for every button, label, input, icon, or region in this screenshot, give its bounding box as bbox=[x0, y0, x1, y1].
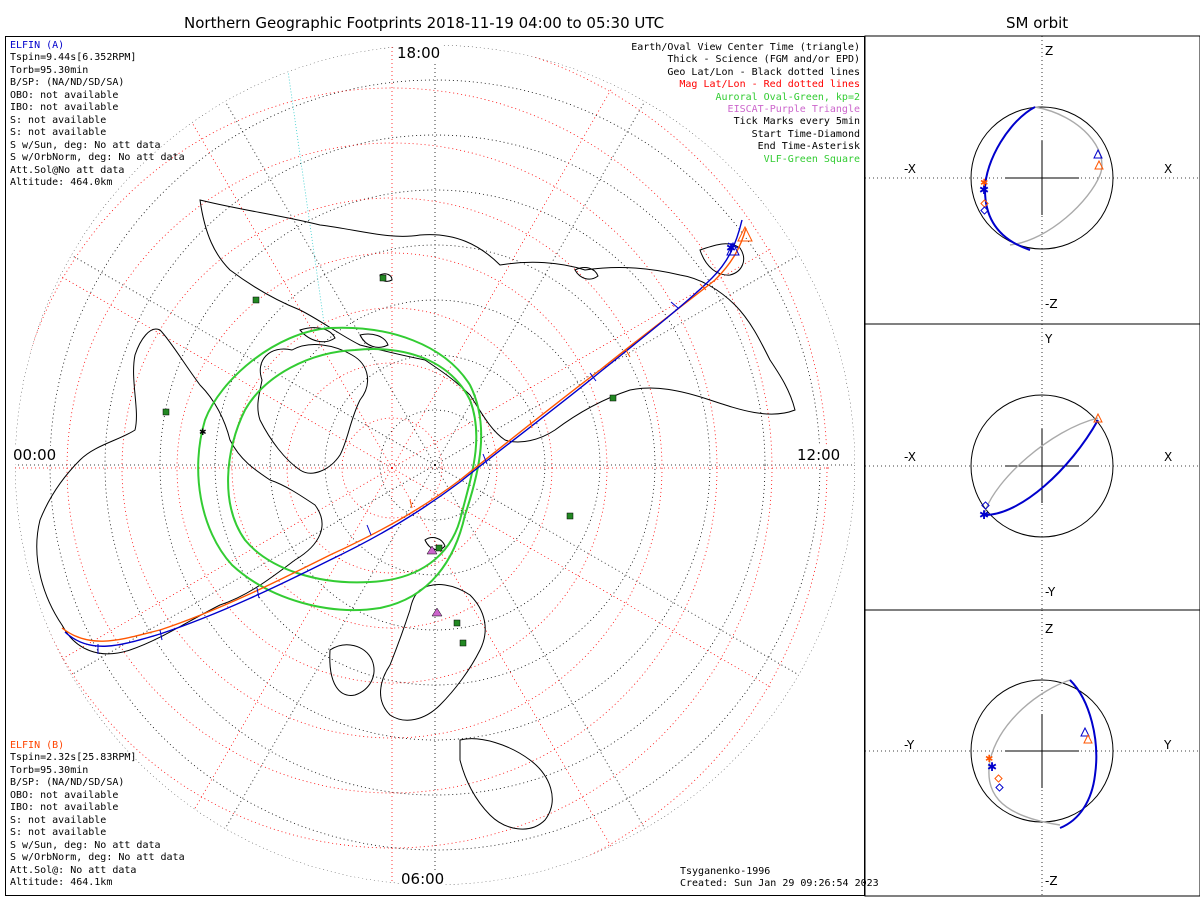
mag-meridians bbox=[15, 45, 830, 885]
elfin-b-info-line: S w/Sun, deg: No att data bbox=[10, 839, 161, 851]
p2-right-label: X bbox=[1164, 450, 1173, 464]
track-ticks-b bbox=[409, 283, 707, 509]
p3-right-label: Y bbox=[1164, 738, 1172, 752]
clock-label-left: 00:00 bbox=[12, 446, 58, 464]
elfin-a-info-line: S w/Sun, deg: No att data bbox=[10, 139, 161, 151]
legend-item: Mag Lat/Lon - Red dotted lines bbox=[679, 79, 860, 91]
p1-right-label: X bbox=[1164, 162, 1173, 176]
elfin-b-info-line: IBO: not available bbox=[10, 802, 119, 813]
created-timestamp: Created: Sun Jan 29 09:26:54 2023 bbox=[680, 878, 879, 889]
elfin-b-label: ELFIN (B) bbox=[10, 740, 65, 751]
legend-item: VLF-Green Square bbox=[763, 153, 860, 165]
elfin-b-info: Tspin=2.32s[25.83RPM] Torb=95.30min B/SP: … bbox=[10, 752, 185, 890]
elfin-a-info-line: Tspin=9.44s[6.352RPM] bbox=[10, 52, 137, 63]
elfin-a-info-line: Torb=95.30min bbox=[10, 64, 89, 76]
vlf-square bbox=[459, 639, 467, 647]
vlf-stations bbox=[162, 274, 617, 647]
vlf-square bbox=[566, 512, 574, 520]
legend-item: Thick - Science (FGM and/or EPD) bbox=[667, 54, 860, 66]
legend: Earth/Oval View Center Time (triangle) Th… bbox=[631, 42, 860, 166]
vlf-square bbox=[435, 544, 443, 552]
vlf-square bbox=[162, 408, 170, 416]
start-time-asterisk: ✱ bbox=[199, 428, 207, 438]
sm-orbit-title: SM orbit bbox=[1006, 14, 1069, 32]
sun-direction-line bbox=[284, 49, 326, 331]
legend-item: Tick Marks every 5min bbox=[733, 116, 860, 128]
elfin-a-info-line: OBO: not available bbox=[10, 89, 119, 101]
p2-bottom-label: -Y bbox=[1045, 585, 1056, 599]
p2-left-label: -X bbox=[904, 450, 916, 464]
track-ticks bbox=[97, 242, 739, 654]
elfin-b-info-line: S: not available bbox=[10, 827, 107, 838]
coastlines bbox=[36, 199, 796, 830]
auroral-ovals bbox=[197, 326, 483, 612]
legend-item: EISCAT-Purple Triangle bbox=[727, 104, 860, 116]
elfin-a-end-asterisk: ✱ bbox=[726, 241, 736, 255]
legend-item: Geo Lat/Lon - Black dotted lines bbox=[667, 66, 860, 78]
model-label: Tsyganenko-1996 bbox=[680, 866, 771, 877]
elfin-a-info-line: S: not available bbox=[10, 114, 107, 126]
elfin-a-info-line: B/SP: (NA/ND/SD/SA) bbox=[10, 77, 125, 88]
elfin-a-footprint-track bbox=[64, 219, 743, 647]
elfin-b-info-line: Att.Sol@: No att data bbox=[10, 864, 137, 876]
elfin-b-info-line: S w/OrbNorm, deg: No att data bbox=[10, 852, 185, 863]
clock-label-top: 18:00 bbox=[396, 44, 442, 62]
clock-label-right: 12:00 bbox=[796, 446, 842, 464]
elfin-b-info-line: Altitude: 464.1km bbox=[10, 877, 113, 888]
map-title: Northern Geographic Footprints 2018-11-1… bbox=[184, 14, 665, 32]
svg-text:✱: ✱ bbox=[980, 178, 988, 189]
p1-top-label: Z bbox=[1045, 44, 1054, 58]
eiscat-triangle bbox=[431, 607, 443, 617]
legend-item: Earth/Oval View Center Time (triangle) bbox=[631, 42, 860, 53]
elfin-a-label: ELFIN (A) bbox=[10, 40, 65, 51]
svg-text:✱: ✱ bbox=[979, 508, 989, 522]
elfin-a-info-line: Att.Sol@No att data bbox=[10, 164, 125, 176]
elfin-a-info-line: IBO: not available bbox=[10, 102, 119, 113]
elfin-b-info-line: B/SP: (NA/ND/SD/SA) bbox=[10, 777, 125, 788]
p1-bottom-label: -Z bbox=[1045, 297, 1058, 311]
elfin-a-center-triangle bbox=[726, 241, 740, 256]
elfin-b-footprint-track bbox=[61, 227, 747, 642]
globe bbox=[15, 45, 855, 885]
elfin-b-center-triangle bbox=[737, 225, 753, 242]
sm-orbit-panels bbox=[864, 35, 1200, 897]
vlf-square bbox=[252, 296, 260, 304]
svg-text:✱: ✱ bbox=[987, 760, 997, 774]
vlf-square bbox=[379, 274, 387, 282]
sm-orbit-yz: ✱ ✱ bbox=[865, 610, 1200, 896]
elfin-b-info-line: Tspin=2.32s[25.83RPM] bbox=[10, 752, 137, 763]
legend-item: Start Time-Diamond bbox=[751, 128, 860, 140]
p3-left-label: -Y bbox=[904, 738, 915, 752]
elfin-a-info-line: S w/OrbNorm, deg: No att data bbox=[10, 152, 185, 163]
legend-item: End Time-Asterisk bbox=[757, 141, 860, 153]
elfin-b-info-line: Torb=95.30min bbox=[10, 764, 89, 776]
elfin-b-info-line: OBO: not available bbox=[10, 789, 119, 801]
vlf-square bbox=[453, 619, 461, 627]
legend-item: Auroral Oval-Green, kp=2 bbox=[715, 91, 861, 103]
p3-bottom-label: -Z bbox=[1045, 874, 1058, 888]
vlf-square bbox=[609, 394, 617, 402]
sm-orbit-xy: ✱ bbox=[865, 324, 1200, 610]
p1-left-label: -X bbox=[904, 162, 916, 176]
p3-top-label: Z bbox=[1045, 622, 1054, 636]
sm-orbit-xz: ✱ ✱ bbox=[865, 36, 1200, 324]
svg-text:✱: ✱ bbox=[979, 183, 989, 197]
eiscat-triangle bbox=[426, 545, 438, 555]
svg-text:✱: ✱ bbox=[985, 754, 993, 765]
eiscat-markers bbox=[426, 545, 443, 617]
elfin-a-info: Tspin=9.44s[6.352RPM] Torb=95.30min B/SP: … bbox=[10, 52, 185, 190]
clock-label-bottom: 06:00 bbox=[400, 870, 446, 888]
elfin-a-info-line: S: not available bbox=[10, 127, 107, 138]
p2-top-label: Y bbox=[1045, 332, 1053, 346]
elfin-b-info-line: S: not available bbox=[10, 814, 107, 826]
elfin-a-info-line: Altitude: 464.0km bbox=[10, 177, 113, 188]
